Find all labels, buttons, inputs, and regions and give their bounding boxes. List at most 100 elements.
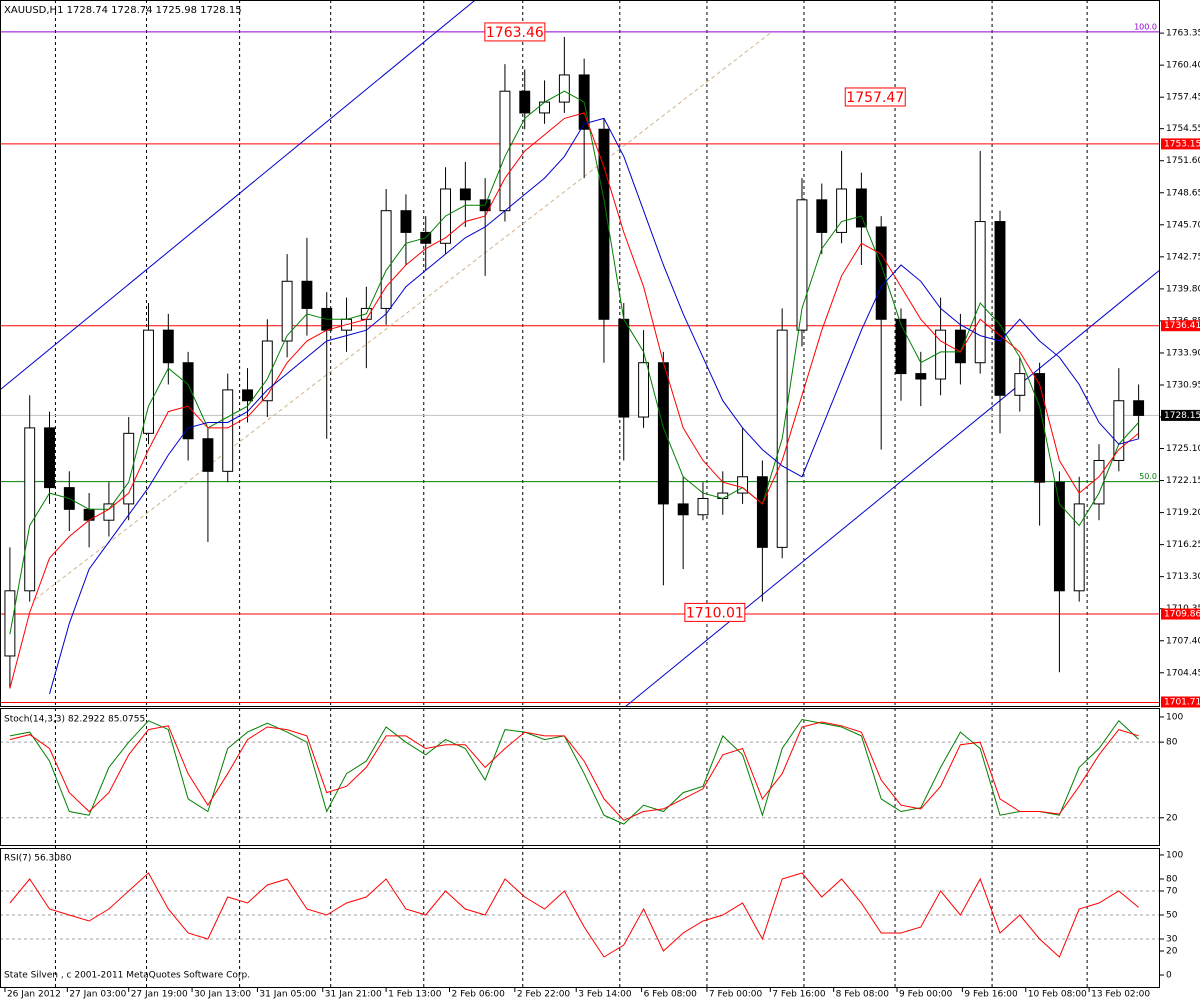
x-tick-label: 3 Feb 14:00 bbox=[578, 990, 632, 1000]
x-tick-label: 1 Feb 13:00 bbox=[388, 990, 442, 1000]
candle-body bbox=[519, 90, 531, 114]
candle-body bbox=[539, 101, 551, 114]
x-tick-label: 9 Feb 00:00 bbox=[899, 990, 953, 1000]
candle-body bbox=[459, 188, 471, 201]
level-label: 50.0 bbox=[1139, 472, 1157, 481]
candle-body bbox=[558, 74, 570, 103]
copyright: State Silven , c 2001-2011 MetaQuotes So… bbox=[4, 971, 250, 981]
price-label-box bbox=[844, 87, 906, 107]
panel-2 bbox=[0, 872, 1160, 958]
x-tick-label: 26 Jan 2012 bbox=[7, 990, 61, 1000]
candle-body bbox=[895, 318, 907, 375]
candle-body bbox=[281, 280, 293, 342]
y-tick-label: 1748.65 bbox=[1166, 188, 1200, 198]
x-tick-label: 6 Feb 08:00 bbox=[644, 990, 698, 1000]
candle-body bbox=[954, 329, 966, 364]
candle-body bbox=[756, 476, 768, 548]
y-tick-label: 1754.55 bbox=[1166, 124, 1200, 134]
candle-body bbox=[1034, 373, 1046, 483]
level-price-box bbox=[1161, 320, 1200, 332]
current-price-text: 1728.15 bbox=[1164, 411, 1200, 421]
candle-body bbox=[915, 373, 927, 380]
y-tick-label: 1725.10 bbox=[1166, 444, 1200, 454]
candle-body bbox=[1113, 400, 1125, 461]
y-tick-label: 1707.40 bbox=[1166, 636, 1200, 646]
x-tick-label: 2 Feb 06:00 bbox=[452, 990, 506, 1000]
x-tick-label: 13 Feb 02:00 bbox=[1091, 990, 1150, 1000]
candle-body bbox=[974, 221, 986, 364]
series-line bbox=[9, 721, 1139, 821]
candle-body bbox=[737, 476, 749, 494]
candle-body bbox=[499, 90, 511, 212]
stoch-title: Stoch(14,3,3) 82.2922 85.0755 bbox=[4, 715, 145, 725]
candle-body bbox=[697, 497, 709, 516]
price-label-box bbox=[484, 22, 546, 42]
series-line bbox=[49, 117, 1139, 695]
candle-body bbox=[380, 210, 392, 309]
y-tick-label: 1722.15 bbox=[1166, 476, 1200, 486]
trendline bbox=[0, 0, 476, 391]
candle-body bbox=[123, 432, 135, 505]
y-tick-label: 30 bbox=[1166, 935, 1178, 945]
candle-body bbox=[816, 199, 828, 233]
candle-body bbox=[301, 280, 313, 309]
x-tick-label: 7 Feb 16:00 bbox=[772, 990, 826, 1000]
y-tick-label: 1713.30 bbox=[1166, 572, 1200, 582]
candle-body bbox=[875, 226, 887, 320]
trendline bbox=[624, 269, 1160, 707]
y-tick-label: 1760.40 bbox=[1166, 61, 1200, 71]
series-line bbox=[9, 112, 1139, 689]
level-price-box bbox=[1161, 696, 1200, 708]
y-tick-label: 50 bbox=[1166, 910, 1178, 920]
candle-body bbox=[855, 188, 867, 228]
y-tick-label: 1757.45 bbox=[1166, 93, 1200, 103]
current-price-box bbox=[1161, 409, 1200, 421]
candle-body bbox=[1093, 459, 1105, 505]
price-label: 1763.46 bbox=[486, 25, 544, 41]
y-tick-label: 1730.95 bbox=[1166, 380, 1200, 390]
y-tick-label: 100 bbox=[1166, 850, 1183, 860]
candle-body bbox=[1053, 481, 1065, 592]
price-label: 1710.01 bbox=[686, 605, 744, 621]
level-price-text: 1701.71 bbox=[1164, 698, 1200, 708]
series-line bbox=[9, 90, 1139, 635]
x-tick-label: 2 Feb 22:00 bbox=[517, 990, 571, 1000]
level-price-text: 1736.41 bbox=[1164, 321, 1200, 331]
candle-body bbox=[182, 362, 194, 440]
level-price-box bbox=[1161, 138, 1200, 150]
y-tick-label: 20 bbox=[1166, 947, 1178, 957]
candle-body bbox=[1133, 400, 1145, 416]
y-tick-label: 80 bbox=[1166, 874, 1178, 884]
x-tick-label: 31 Jan 21:00 bbox=[325, 990, 382, 1000]
y-tick-label: 1763.35 bbox=[1166, 29, 1200, 39]
rsi-title: RSI(7) 56.3080 bbox=[4, 854, 72, 864]
level-price-text: 1753.15 bbox=[1164, 139, 1200, 149]
candle-body bbox=[836, 188, 848, 233]
main-panel-border bbox=[0, 0, 1160, 707]
candle-body bbox=[618, 318, 630, 418]
x-tick-label: 7 Feb 00:00 bbox=[709, 990, 763, 1000]
candle-body bbox=[400, 210, 412, 233]
candle-body bbox=[162, 329, 174, 364]
y-tick-label: 1751.60 bbox=[1166, 156, 1200, 166]
series-line bbox=[9, 872, 1139, 958]
y-tick-label: 1733.90 bbox=[1166, 348, 1200, 358]
candle-body bbox=[242, 389, 253, 402]
candle-body bbox=[994, 221, 1006, 396]
candle-body bbox=[44, 427, 55, 489]
y-tick-label: 20 bbox=[1166, 813, 1178, 823]
candle-body bbox=[1073, 503, 1085, 592]
y-tick-label: 100 bbox=[1166, 712, 1183, 722]
candle-body bbox=[143, 329, 154, 434]
candle-body bbox=[796, 199, 808, 331]
candle-body bbox=[677, 503, 689, 516]
x-tick-label: 27 Jan 03:00 bbox=[69, 990, 126, 1000]
y-tick-label: 1716.25 bbox=[1166, 540, 1200, 550]
x-tick-label: 30 Jan 13:00 bbox=[194, 990, 251, 1000]
y-tick-label: 1742.75 bbox=[1166, 252, 1200, 262]
rsi-panel-border bbox=[0, 848, 1160, 988]
candle-body bbox=[598, 128, 610, 320]
candle-body bbox=[4, 590, 16, 657]
